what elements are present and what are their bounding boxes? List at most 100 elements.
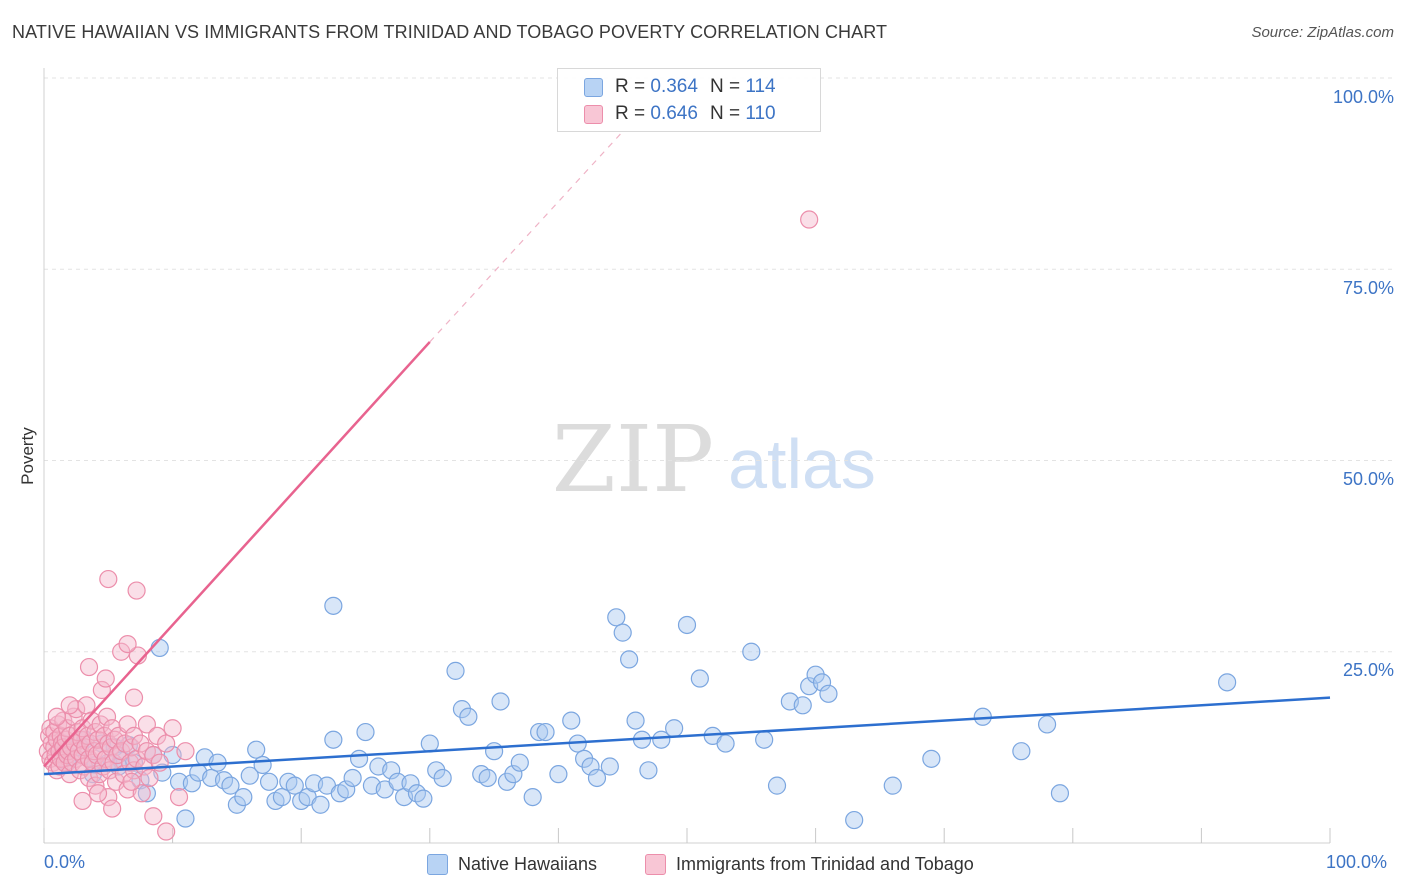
data-point-native-hawaiian [639,761,658,780]
data-point-trinidad-tobago [96,669,115,688]
data-point-native-hawaiian [620,650,639,669]
data-point-trinidad-tobago [140,768,159,788]
data-point-trinidad-tobago [163,719,182,738]
data-point-trinidad-tobago [127,581,146,600]
data-point-trinidad-tobago [176,742,195,761]
data-point-native-hawaiian [793,696,812,715]
axis-layer [43,68,1331,844]
data-point-trinidad-tobago [47,707,66,726]
data-point-native-hawaiian [285,776,304,795]
data-point-trinidad-tobago [118,634,137,654]
data-point-native-hawaiian [272,787,292,807]
data-point-trinidad-tobago [60,696,79,715]
data-point-native-hawaiian [414,789,433,808]
trend-layer [43,131,1331,776]
legend-r-label: R = [615,103,646,124]
data-point-native-hawaiian [922,749,941,768]
data-point-native-hawaiian [324,596,343,615]
data-point-trinidad-tobago [169,787,189,807]
legend-n-value: 114 [745,76,776,97]
legend-row-blue: R = 0.364 N = 114 [584,76,776,98]
grid-layer [44,77,1392,653]
data-point-trinidad-tobago [157,734,176,753]
data-point-native-hawaiian [485,742,504,761]
data-point-native-hawaiian [530,722,549,742]
data-point-native-hawaiian [665,719,684,738]
data-point-trinidad-tobago [79,657,99,677]
data-point-trinidad-tobago [97,707,117,726]
data-point-native-hawaiian [324,730,343,749]
data-point-trinidad-tobago [137,715,156,734]
chart-title: NATIVE HAWAIIAN VS IMMIGRANTS FROM TRINI… [12,22,888,42]
data-point-native-hawaiian [1012,742,1031,761]
data-point-native-hawaiian [459,707,478,726]
data-point-native-hawaiian [221,776,240,795]
bottom-legend-label: Native Hawaiians [458,853,598,874]
data-point-trinidad-tobago [132,784,151,803]
data-point-native-hawaiian [690,669,709,688]
data-point-native-hawaiian [1037,715,1057,734]
data-point-native-hawaiian [652,730,671,749]
bottom-legend-swatch-pink [645,853,666,875]
data-point-trinidad-tobago [88,784,108,803]
data-point-native-hawaiian [549,765,568,784]
data-point-native-hawaiian [716,734,735,753]
data-point-native-hawaiian [504,765,523,784]
data-point-trinidad-tobago [73,791,92,811]
data-point-native-hawaiian [240,766,259,785]
bottom-legend-trinidad-tobago: Immigrants from Trinidad and Tobago [645,852,974,876]
legend-n-value: 110 [745,103,776,124]
data-point-native-hawaiian [536,722,555,742]
data-point-trinidad-tobago [82,711,101,730]
chart-source: Source: ZipAtlas.com [1251,24,1394,41]
y-tick-label-75: 75.0% [1342,278,1394,298]
data-point-native-hawaiian [1050,784,1070,803]
legend-row-pink: R = 0.646 N = 110 [584,103,776,125]
bottom-legend-label: Immigrants from Trinidad and Tobago [676,853,974,874]
legend-r-value: 0.364 [650,76,698,97]
data-point-trinidad-tobago [800,210,819,229]
data-point-native-hawaiian [253,755,272,775]
watermark: ZIP atlas [552,406,876,513]
data-point-trinidad-tobago [99,569,118,589]
data-point-native-hawaiian [234,787,253,807]
data-point-native-hawaiian [523,787,542,807]
data-point-native-hawaiian [176,809,195,828]
y-tick-label-50: 50.0% [1342,469,1394,489]
data-point-trinidad-tobago [92,680,111,700]
watermark-atlas: atlas [728,425,876,503]
x-tick-label-max: 100.0% [1326,852,1388,872]
data-point-trinidad-tobago [99,787,118,807]
data-point-native-hawaiian [356,722,375,742]
bottom-legend-swatch-blue [427,853,448,875]
data-point-trinidad-tobago [103,799,122,818]
series-native-hawaiians [50,596,1237,830]
data-point-native-hawaiian [510,753,529,772]
x-tick-label-min: 0.0% [44,852,86,872]
data-point-native-hawaiian [478,768,497,788]
data-point-native-hawaiian [607,608,626,627]
data-point-native-hawaiian [587,768,607,788]
data-point-trinidad-tobago [122,738,141,757]
data-point-native-hawaiian [247,740,266,759]
data-point-trinidad-tobago [144,807,163,826]
legend-n-label: N = [709,76,741,97]
data-point-native-hawaiian [613,623,632,642]
data-point-native-hawaiian [420,734,439,753]
data-point-native-hawaiian [819,684,838,703]
data-point-trinidad-tobago [77,696,96,715]
data-point-native-hawaiian [311,795,330,814]
bottom-legend-native-hawaiians: Native Hawaiians [427,852,597,876]
legend-swatch-blue [584,77,603,97]
data-point-native-hawaiian [343,768,362,788]
data-point-trinidad-tobago [118,715,137,734]
trend-line-native-hawaiians [43,696,1331,776]
y-tick-label-25: 25.0% [1342,660,1394,680]
watermark-zip: ZIP [552,406,714,513]
data-point-native-hawaiian [491,692,510,711]
data-point-native-hawaiian [883,776,902,795]
data-point-native-hawaiian [742,642,761,661]
data-point-native-hawaiian [600,757,619,776]
legend-box: R = 0.364 N = 114 R = 0.646 N = 110 [557,68,821,132]
